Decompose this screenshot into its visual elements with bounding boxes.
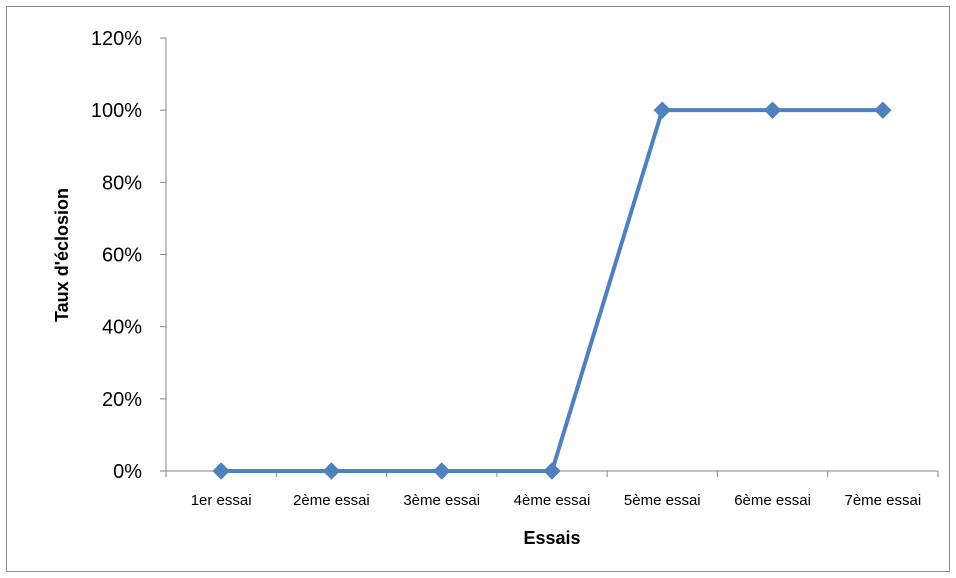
y-tick-label: 80% [102,172,142,194]
x-tick-label: 1er essai [191,492,252,509]
x-tick-label: 3ème essai [403,492,480,509]
x-tick-label: 5ème essai [624,492,701,509]
x-tick-label: 4ème essai [514,492,591,509]
data-point-marker [433,462,451,480]
data-point-marker [543,462,561,480]
y-tick-label: 40% [102,317,142,339]
chart-frame [6,6,950,572]
y-tick-label: 20% [102,389,142,411]
series-group [212,101,892,480]
y-tick-label: 60% [102,245,142,267]
x-tick-label: 7ème essai [844,492,921,509]
y-axis-title: Taux d'éclosion [52,188,72,322]
y-tick-label: 0% [113,461,142,483]
data-point-marker [212,462,230,480]
y-axis: 0% 20% 40% 60% 80% 100% 120% [91,28,167,483]
y-tick-label: 100% [91,100,142,122]
x-tick-label: 6ème essai [734,492,811,509]
x-tick-label: 2ème essai [293,492,370,509]
data-point-marker [322,462,341,480]
data-point-marker [653,101,671,119]
x-axis-title: Essais [523,528,580,548]
data-point-marker [874,101,892,119]
y-tick-label: 120% [91,28,142,50]
data-point-marker [763,101,782,119]
series-line [221,108,883,473]
